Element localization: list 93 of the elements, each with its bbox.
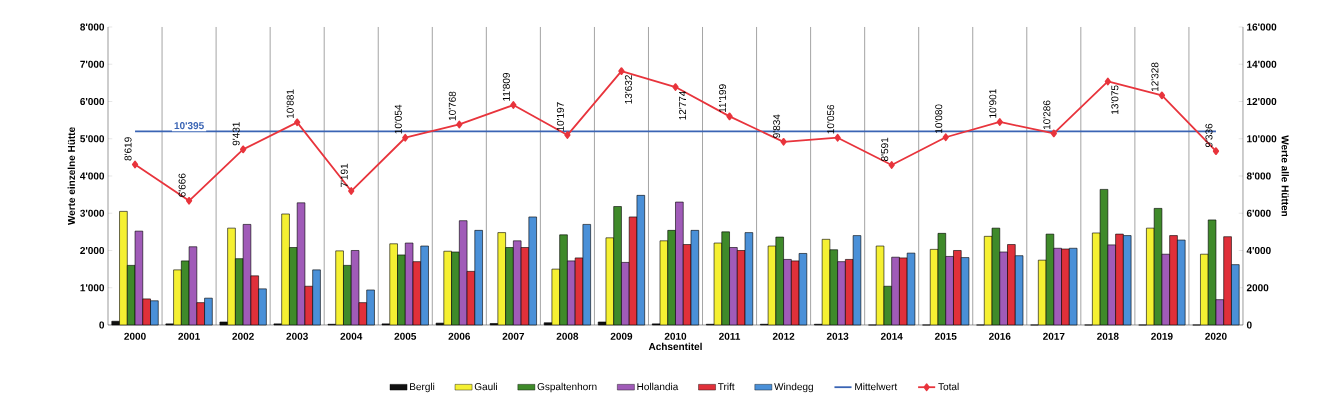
- y-tick-label: 4'000: [80, 172, 105, 180]
- data-label: 12'328: [1151, 62, 1159, 92]
- point: [942, 133, 949, 142]
- x-tick-label: 2014: [880, 332, 903, 340]
- x-tick-label: 2018: [1097, 332, 1119, 340]
- data-label: 13'632: [624, 75, 632, 104]
- point: [888, 161, 895, 169]
- y2-tick-label: 10'000: [1247, 135, 1277, 143]
- y2-tick-label: 6'000: [1246, 209, 1271, 217]
- y2-tick-label: 8'000: [1246, 172, 1271, 180]
- legend-label: Gauli: [474, 382, 497, 391]
- y-tick-label: 3'000: [80, 209, 105, 217]
- x-axis-title: Achsentitel: [648, 342, 702, 351]
- x-tick-label: 2007: [502, 332, 525, 340]
- point: [510, 101, 517, 109]
- y-tick-label: 0: [99, 321, 105, 329]
- y2-tick-label: 2000: [1246, 284, 1269, 292]
- x-tick-label: 2006: [448, 332, 471, 340]
- x-tick-label: 2005: [394, 332, 417, 340]
- point: [402, 133, 409, 142]
- point: [239, 145, 247, 154]
- x-tick-label: 2010: [664, 332, 687, 340]
- legend-label: Windegg: [774, 382, 813, 393]
- data-label: 10'054: [394, 104, 402, 134]
- y2-tick-label: 4'000: [1246, 246, 1271, 255]
- legend-label: Mittelwert: [855, 382, 898, 391]
- point: [185, 196, 193, 205]
- point: [294, 118, 301, 127]
- point: [348, 187, 355, 195]
- x-tick-label: 2000: [124, 332, 146, 340]
- y-tick-label: 6'000: [80, 97, 105, 106]
- data-label: 10'881: [286, 89, 294, 119]
- x-tick-label: 2016: [988, 332, 1011, 340]
- x-tick-label: 2013: [826, 332, 849, 340]
- data-label: 9'336: [1205, 123, 1213, 148]
- y2-tick-label: 14'000: [1247, 60, 1277, 68]
- data-label: 10'286: [1043, 100, 1051, 130]
- y-axis-title: Werte einzelne Hütte: [67, 127, 75, 226]
- point: [1050, 129, 1057, 138]
- point: [456, 120, 463, 129]
- point: [1104, 77, 1112, 86]
- point: [726, 112, 733, 121]
- x-tick-label: 2020: [1205, 332, 1227, 340]
- x-tick-label: 2008: [556, 332, 579, 340]
- y2-tick-label: 12'000: [1247, 97, 1277, 106]
- legend-label: Total: [938, 382, 959, 391]
- point: [780, 137, 787, 146]
- x-tick-label: 2002: [232, 332, 254, 340]
- legend-label: Gspaltenhorn: [537, 382, 597, 393]
- y-tick-label: 8'000: [80, 23, 105, 31]
- point: [131, 160, 139, 169]
- data-label: 10'768: [448, 91, 456, 121]
- point: [672, 83, 679, 91]
- x-tick-label: 2017: [1043, 332, 1065, 340]
- x-tick-label: 2004: [340, 332, 363, 340]
- y-tick-label: 7'000: [80, 60, 105, 68]
- y-tick-label: 1'000: [80, 284, 105, 292]
- data-label: 8'591: [881, 137, 889, 162]
- data-label: 10'080: [935, 104, 943, 133]
- data-label: 8'619: [124, 137, 132, 161]
- point: [564, 131, 571, 139]
- point: [1212, 147, 1220, 156]
- y-tick-label: 2'000: [80, 246, 105, 255]
- point: [996, 118, 1003, 126]
- annotation: 10'395: [174, 122, 204, 130]
- y2-tick-label: 16'000: [1247, 23, 1277, 31]
- legend-label: Hollandia: [637, 382, 679, 391]
- point: [1158, 91, 1166, 100]
- data-label: 11'199: [719, 84, 727, 113]
- y2-tick-label: 0: [1246, 321, 1252, 329]
- x-tick-label: 2019: [1151, 332, 1173, 340]
- legend-label: Trift: [717, 382, 735, 391]
- data-label: 10'056: [827, 104, 835, 134]
- legend-label: Bergli: [410, 382, 435, 393]
- x-tick-label: 2012: [772, 332, 795, 340]
- data-label: 10'197: [556, 102, 564, 131]
- x-tick-label: 2015: [934, 332, 957, 340]
- x-tick-label: 2001: [178, 332, 200, 340]
- y-tick-label: 5'000: [80, 135, 105, 143]
- data-label: 10'901: [989, 89, 997, 118]
- x-tick-label: 2003: [286, 332, 308, 340]
- x-tick-label: 2009: [610, 332, 633, 340]
- y2-axis-title: Werte alle Hütten: [1281, 135, 1289, 217]
- data-label: 11'809: [502, 73, 510, 101]
- x-tick-label: 2011: [719, 332, 741, 340]
- data-label: 7'191: [340, 163, 348, 188]
- data-label: 9'431: [232, 122, 240, 146]
- point: [618, 67, 625, 75]
- data-label: 13'075: [1111, 85, 1119, 114]
- data-label: 9'834: [773, 114, 781, 138]
- data-label: 12'774: [679, 90, 686, 120]
- point: [834, 133, 841, 142]
- data-label: 6'666: [178, 173, 186, 197]
